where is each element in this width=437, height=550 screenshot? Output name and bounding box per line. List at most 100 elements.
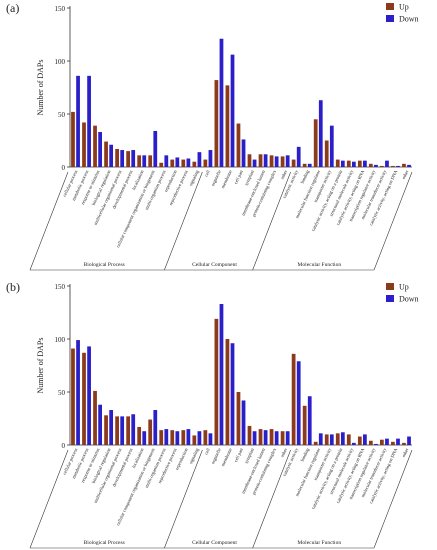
bar-down [76,75,80,167]
bar-down [197,152,202,167]
bar-up [170,159,175,167]
bar-up [291,353,296,445]
group-label: Biological Process [84,540,125,546]
group-label: Molecular Function [298,540,342,546]
bar-down [285,431,290,445]
bar-down [374,443,378,445]
bar-up [192,161,197,167]
x-tick-label: cell [203,447,211,456]
bar-up [93,390,97,445]
bar-down [175,157,180,167]
bar-down [109,410,114,445]
bar-down [208,433,213,445]
bar-up [71,348,75,445]
bar-up [170,430,175,445]
group-label: Biological Process [84,262,125,268]
bar-down [98,132,102,167]
bar-up [346,160,351,167]
y-tick-label: 150 [55,5,66,13]
bar-down [186,158,191,167]
bar-up [192,435,197,445]
legend-swatch-down [386,15,394,22]
bar-up [346,434,351,445]
bar-down [153,130,158,167]
bar-down [407,164,411,167]
x-tick-label: binding [300,169,311,184]
bar-down [307,396,312,445]
bar-up [104,141,108,167]
legend-swatch-up [386,283,394,290]
bar-up [368,440,373,445]
bar-down [385,438,389,445]
bar-down [230,343,235,445]
y-axis-title: Number of DAPs [36,338,45,394]
bar-down [164,429,169,445]
group-divider [373,171,413,271]
bar-up [126,151,131,167]
bar-up [357,436,362,445]
bar-down [208,150,213,167]
bar-up [258,429,263,445]
group-label: Molecular Function [298,262,342,268]
bar-up [148,155,153,167]
legend-swatch-up [386,3,394,10]
bar-up [93,125,97,167]
x-tick-label: symplast [243,169,255,187]
bar-up [137,426,142,445]
bar-up [280,156,285,167]
bar-up [214,318,219,445]
bar-up [302,405,307,445]
bar-down [219,304,224,445]
legend-label-up: Up [399,283,409,292]
bar-down [285,155,290,167]
bar-down [120,150,125,167]
bar-down [329,125,334,167]
y-tick-label: 50 [58,389,66,397]
bar-up [258,154,263,167]
x-tick-label: symplast [243,447,255,465]
y-tick-label: 0 [62,442,66,450]
bar-down [263,430,268,445]
bar-down [396,438,400,445]
bar-up [236,392,241,445]
bar-down [230,54,235,167]
group-divider [373,449,413,549]
bar-down [252,159,257,167]
x-tick-label: cell part [233,447,244,463]
bar-down [109,144,114,167]
x-tick-label: other [280,169,289,180]
bar-down [175,431,180,445]
y-axis-title: Number of DAPs [36,60,45,116]
x-tick-label: other [401,169,410,180]
bar-up [148,419,153,445]
legend-swatch-down [386,295,394,302]
bar-up [391,165,395,167]
y-tick-label: 150 [55,283,66,291]
bar-down [274,156,279,167]
group-divider [29,171,69,271]
y-tick-label: 0 [62,164,66,172]
y-tick-label: 50 [58,111,66,119]
x-tick-label: organelle [210,447,222,465]
bar-up [313,119,318,167]
x-tick-label: other [401,447,410,458]
group-label: Cellular Component [192,262,237,268]
bar-down [407,436,411,445]
bar-down [142,155,147,167]
bar-up [126,416,131,445]
bar-down [87,346,91,445]
bar-up [159,162,164,167]
bar-up [214,80,219,167]
legend-label-up: Up [399,3,409,12]
bar-up [402,163,406,167]
bar-up [269,429,274,445]
x-tick-label: membrane [220,447,233,467]
bar-down [164,155,169,167]
bar-up [82,352,86,445]
bar-up [335,433,340,445]
bar-down [396,165,400,167]
bar-up [71,111,75,167]
bar-up [291,159,296,167]
